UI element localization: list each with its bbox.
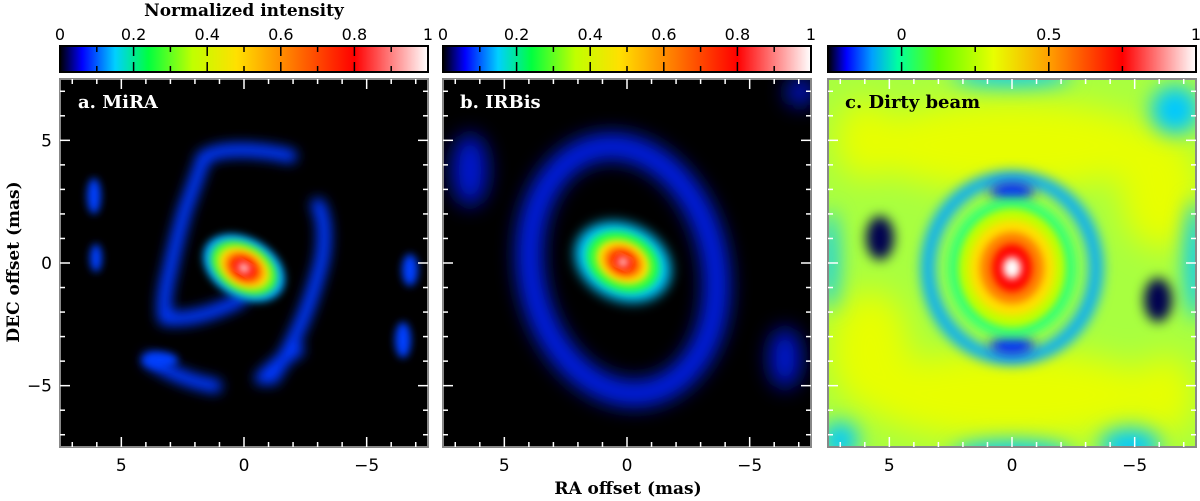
x-tick-label: −5: [737, 456, 762, 476]
panel-a-label: a. MiRA: [78, 92, 159, 113]
y-tick-label: 0: [41, 254, 52, 274]
panel-b-core: [574, 221, 672, 303]
colorbar-title: Normalized intensity: [144, 1, 345, 21]
colorbar-tick-label: 0.8: [725, 25, 750, 44]
x-axis-label: RA offset (mas): [554, 479, 701, 499]
panel-c-label: c. Dirty beam: [845, 92, 980, 113]
colorbar-tick-label: 1: [1191, 25, 1200, 44]
x-tick-label: 0: [239, 456, 250, 476]
colorbar-tick-label: 1: [806, 25, 816, 44]
x-tick-label: −5: [354, 456, 379, 476]
colorbar-b-ticks: 0 0.2 0.4 0.6 0.8 1: [438, 25, 816, 72]
y-tick-label: −5: [27, 377, 52, 397]
panel-b-blobs: [452, 79, 811, 388]
y-tick-label: 5: [41, 131, 52, 151]
colorbar-tick-label: 1: [423, 25, 433, 44]
colorbar-tick-label: 0.6: [268, 25, 293, 44]
colorbar-tick-label: 0.2: [504, 25, 529, 44]
colorbar-a-ticks: 0 0.2 0.4 0.6 0.8 1: [55, 25, 433, 72]
panel-c-image: [828, 79, 1196, 447]
colorbar-tick-label: 0: [897, 25, 907, 44]
panel-c-holes: [866, 182, 1172, 355]
colorbar-tick-label: 0.8: [342, 25, 367, 44]
x-tick-label: 5: [884, 456, 895, 476]
colorbar-tick-label: 0.2: [121, 25, 146, 44]
colorbar-a: 0 0.2 0.4 0.6 0.8 1: [55, 25, 433, 73]
panel-b-ring: [517, 134, 729, 406]
x-tick-label: 5: [499, 456, 510, 476]
colorbar-tick-label: 0.4: [577, 25, 602, 44]
x-tick-label: 0: [1007, 456, 1018, 476]
panel-b-image: [443, 79, 811, 447]
y-axis-label: DEC offset (mas): [4, 181, 24, 342]
panel-a-image: [60, 79, 428, 447]
panel-c-core: [948, 198, 1076, 338]
panel-a-arcs: [143, 142, 332, 393]
panel-a-blobs: [87, 178, 418, 368]
panel-c-lobes: [830, 100, 1196, 440]
panel-a-core: [203, 233, 285, 303]
colorbar-tick-label: 0: [55, 25, 65, 44]
x-tick-label: 5: [116, 456, 127, 476]
colorbar-tick-label: 0.6: [651, 25, 676, 44]
panel-b-label: b. IRBis: [460, 92, 541, 113]
colorbar-tick-label: 0.4: [194, 25, 219, 44]
colorbar-tick-label: 0.5: [1036, 25, 1061, 44]
x-tick-label: −5: [1122, 456, 1147, 476]
x-tick-label: 0: [622, 456, 633, 476]
colorbar-tick-label: 0: [438, 25, 448, 44]
colorbar-c: 0 0.5 1: [827, 25, 1200, 73]
panel-c-ring: [921, 171, 1103, 365]
colorbar-c-ticks: 0 0.5 1: [897, 25, 1200, 72]
axis-ticks: 5 0 −5 5 0 −5 5 0 −5 5 0 −5: [27, 79, 1196, 476]
colorbar-b: 0 0.2 0.4 0.6 0.8 1: [438, 25, 816, 73]
